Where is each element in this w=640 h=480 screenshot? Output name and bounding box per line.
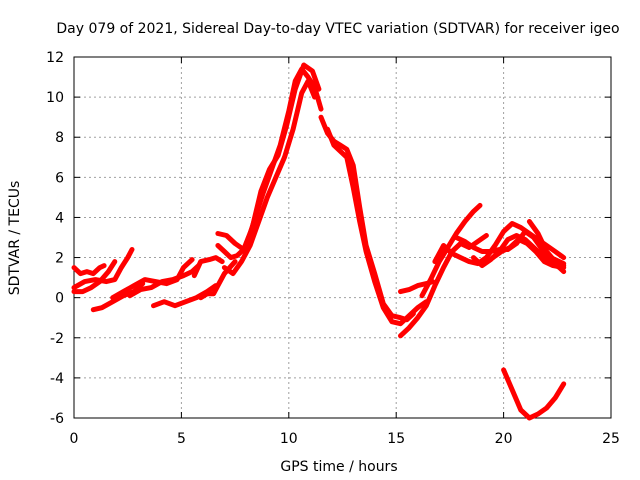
chart-title: Day 079 of 2021, Sidereal Day-to-day VTE… [56, 21, 619, 37]
plot-frame [73, 56, 612, 419]
series-arc-1 [71, 263, 107, 277]
series-arc-11 [215, 62, 322, 252]
series-arc-6 [127, 263, 202, 299]
x-tick-label: 0 [70, 431, 79, 447]
y-tick-label: 6 [55, 170, 64, 186]
x-tick-label: 5 [177, 431, 186, 447]
y-tick-label: 8 [55, 130, 64, 146]
series-arc-3 [71, 259, 118, 295]
series-arc-2 [71, 247, 135, 291]
x-tick-label: 25 [602, 431, 620, 447]
y-tick-label: 2 [55, 251, 64, 267]
x-tick-label: 10 [280, 431, 298, 447]
data-series [71, 62, 567, 421]
series-arc-21 [490, 237, 567, 271]
series-arc-14 [325, 126, 429, 327]
y-tick-label: 12 [46, 50, 64, 66]
y-tick-label: 10 [46, 90, 64, 106]
x-tick-label: 20 [495, 431, 513, 447]
y-tick-label: -2 [50, 331, 64, 347]
series-arc-5 [110, 257, 195, 301]
series-arc-9 [198, 259, 238, 301]
y-axis-label: SDTVAR / TECUs [7, 181, 23, 296]
x-axis-label: GPS time / hours [280, 459, 397, 475]
y-tick-label: 4 [55, 210, 64, 226]
series-arc-22 [501, 367, 567, 421]
x-tick-label: 15 [387, 431, 405, 447]
y-tick-label: -4 [50, 371, 64, 387]
series-arc-8 [191, 255, 225, 279]
series-arc-23 [526, 219, 567, 269]
series-arc-17 [419, 202, 483, 299]
y-tick-label: -6 [50, 411, 64, 427]
y-tick-label: 0 [55, 291, 64, 307]
axis-ticks: 0 5 10 15 20 25 -6 -4 -2 0 2 4 6 8 10 12 [46, 50, 620, 447]
series-arc-12 [221, 78, 318, 277]
